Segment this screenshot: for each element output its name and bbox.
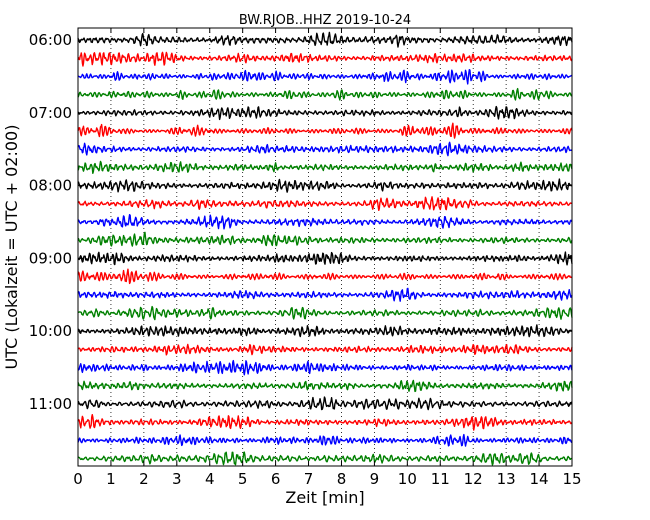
x-tick-label: 15 — [562, 470, 581, 488]
trace-1 — [77, 31, 573, 48]
trace-23 — [77, 433, 573, 447]
trace-9 — [77, 178, 573, 193]
chart-title: BW.RJOB..HHZ 2019-10-24 — [239, 13, 411, 28]
plot-frame — [77, 27, 573, 467]
trace-18 — [77, 343, 573, 356]
x-tick-label: 11 — [431, 470, 450, 488]
y-tick-label: 07:00 — [29, 104, 72, 122]
seismogram-traces — [77, 31, 573, 466]
x-tick-label: 14 — [530, 470, 549, 488]
trace-11 — [77, 213, 573, 230]
trace-15 — [77, 287, 573, 302]
y-tick-label: 10:00 — [29, 322, 72, 340]
trace-3 — [77, 68, 573, 85]
x-tick-label: 7 — [304, 470, 314, 488]
trace-16 — [77, 305, 573, 321]
y-tick-label: 09:00 — [29, 249, 72, 267]
trace-7 — [77, 141, 573, 157]
x-tick-label: 10 — [398, 470, 417, 488]
x-tick-label: 6 — [271, 470, 281, 488]
trace-14 — [77, 268, 573, 285]
trace-20 — [77, 379, 573, 393]
x-axis: 0 1 2 3 4 5 6 7 8 9 10 11 12 13 14 15 — [73, 28, 582, 488]
x-tick-label: 9 — [370, 470, 380, 488]
trace-2 — [77, 51, 573, 67]
trace-24 — [77, 451, 573, 466]
trace-21 — [77, 396, 573, 411]
trace-8 — [77, 160, 573, 174]
x-tick-label: 2 — [139, 470, 149, 488]
y-axis-label: UTC (Lokalzeit = UTC + 02:00) — [2, 125, 21, 370]
x-tick-label: 0 — [73, 470, 83, 488]
trace-17 — [77, 324, 573, 338]
x-tick-label: 8 — [337, 470, 347, 488]
x-tick-label: 4 — [205, 470, 215, 488]
x-tick-label: 1 — [106, 470, 116, 488]
trace-22 — [77, 414, 573, 431]
trace-19 — [77, 359, 573, 376]
y-tick-label: 11:00 — [29, 395, 72, 413]
trace-6 — [77, 122, 573, 139]
x-tick-label: 5 — [238, 470, 248, 488]
trace-13 — [77, 251, 573, 266]
y-tick-label: 08:00 — [29, 177, 72, 195]
x-axis-label: Zeit [min] — [285, 488, 364, 507]
x-tick-label: 3 — [172, 470, 182, 488]
trace-4 — [77, 87, 573, 101]
trace-12 — [77, 231, 573, 247]
trace-10 — [77, 196, 573, 212]
y-tick-label: 06:00 — [29, 31, 72, 49]
y-axis: 06:00 07:00 08:00 09:00 10:00 11:00 — [29, 31, 572, 413]
x-tick-label: 12 — [464, 470, 483, 488]
x-tick-label: 13 — [497, 470, 516, 488]
trace-5 — [77, 105, 573, 121]
